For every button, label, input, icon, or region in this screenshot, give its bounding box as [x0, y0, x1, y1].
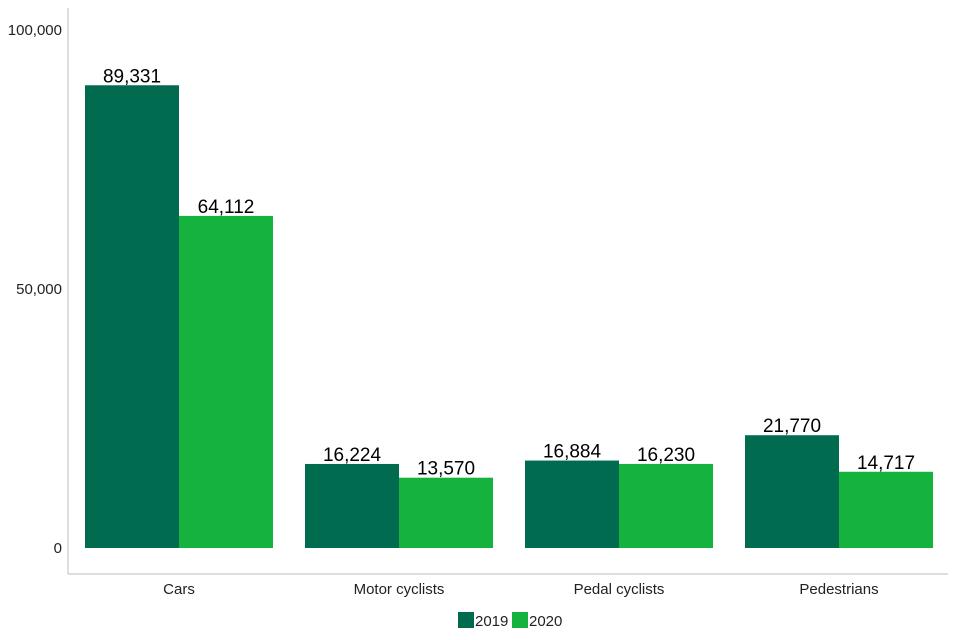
bar-2019-motor-cyclists: [305, 463, 399, 548]
x-category-label: Pedestrians: [799, 581, 878, 598]
bar-2019-pedal-cyclists: [525, 460, 619, 548]
chart-axes: 0 50,000 100,000: [8, 8, 948, 575]
bar-2020-motor-cyclists: [399, 477, 493, 548]
data-label: 64,112: [198, 197, 255, 218]
data-label: 16,224: [323, 445, 382, 466]
data-label: 21,770: [763, 416, 821, 437]
legend-swatch-2020: [512, 612, 528, 628]
y-tick-label: 100,000: [8, 22, 62, 39]
x-category-label: Motor cyclists: [354, 581, 445, 598]
data-label: 16,884: [543, 442, 602, 463]
data-label: 14,717: [857, 453, 915, 474]
legend-label-2020: 2020: [529, 613, 562, 630]
bar-2020-pedestrians: [839, 471, 933, 548]
legend-swatch-2019: [458, 612, 474, 628]
bar-2020-pedal-cyclists: [619, 463, 713, 548]
bar-2020-cars: [179, 215, 273, 548]
chart-bars: [85, 85, 933, 549]
data-label: 13,570: [417, 459, 475, 480]
bar-2019-pedestrians: [745, 435, 839, 548]
legend-label-2019: 2019: [475, 613, 508, 630]
y-tick-label: 0: [54, 540, 62, 557]
chart-legend: 2019 2020: [458, 612, 562, 630]
x-category-label: Pedal cyclists: [574, 581, 665, 598]
y-tick-label: 50,000: [16, 281, 62, 298]
data-label: 16,230: [637, 445, 695, 466]
x-category-label: Cars: [163, 581, 195, 598]
chart-labels: 89,331 64,112 Cars 16,224 13,570 Motor cyclis…: [103, 66, 915, 598]
data-label: 89,331: [103, 66, 161, 87]
bar-2019-cars: [85, 85, 179, 549]
